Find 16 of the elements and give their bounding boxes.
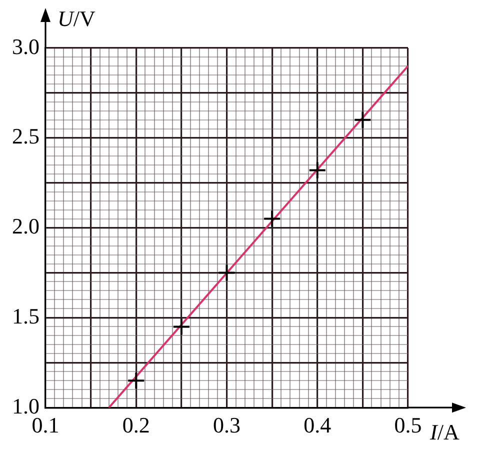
y-axis-title: U/V: [58, 6, 96, 31]
x-tick-label: 0.3: [213, 412, 240, 438]
y-tick-label: 2.0: [12, 214, 40, 239]
x-tick-label: 0.2: [122, 412, 150, 438]
x-axis-title: I/A: [429, 420, 460, 445]
point: [263, 210, 282, 228]
point: [127, 372, 146, 390]
point: [218, 264, 236, 282]
y-tick-label: 1.5: [12, 303, 40, 328]
point: [308, 161, 326, 180]
x-tick-label: 0.5: [394, 412, 422, 438]
y-tick-label: 3.0: [12, 34, 40, 59]
point: [172, 318, 190, 336]
point: [354, 110, 372, 129]
y-tick-label: 2.5: [12, 124, 40, 149]
x-tick-label: 0.4: [304, 412, 332, 438]
